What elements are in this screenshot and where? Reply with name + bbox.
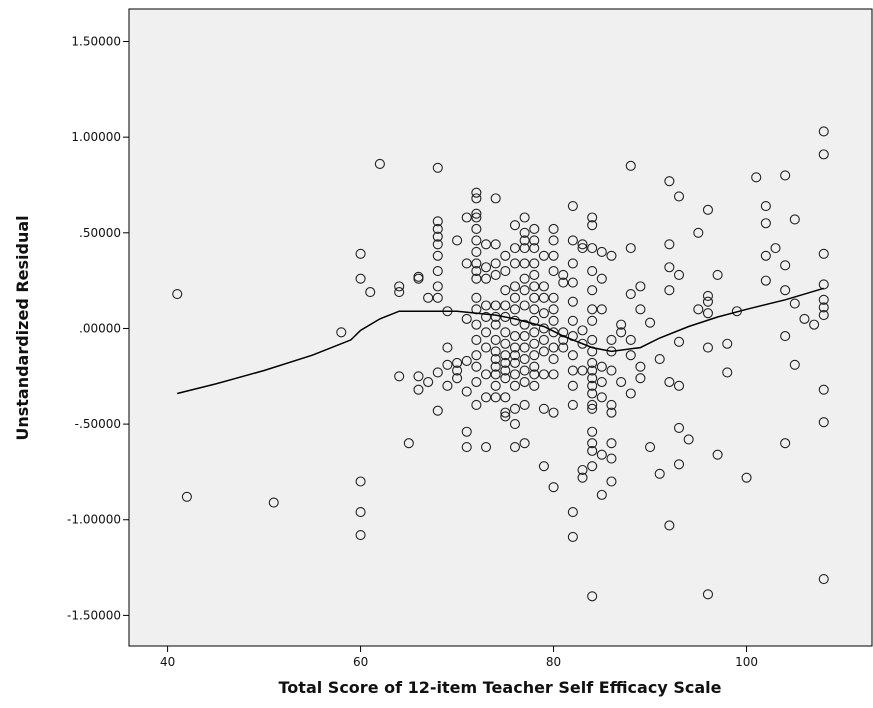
x-tick-label: 60 bbox=[353, 655, 368, 669]
y-tick-label: 1.00000 bbox=[71, 130, 121, 144]
y-tick-label: -1.50000 bbox=[67, 608, 121, 622]
x-axis-title: Total Score of 12-item Teacher Self Effi… bbox=[279, 678, 722, 697]
y-axis: 1.50000 1.00000 .50000 .00000 -.50000 -1.0000… bbox=[67, 35, 129, 623]
y-tick-label: -.50000 bbox=[75, 417, 121, 431]
x-axis: 40 60 80 100 bbox=[160, 646, 758, 669]
x-tick-label: 100 bbox=[735, 655, 758, 669]
x-tick-label: 80 bbox=[546, 655, 561, 669]
y-tick-label: 1.50000 bbox=[71, 35, 121, 49]
x-tick-label: 40 bbox=[160, 655, 175, 669]
y-axis-title: Unstandardized Residual bbox=[13, 215, 32, 440]
y-tick-label: .00000 bbox=[79, 321, 121, 335]
y-tick-label: -1.00000 bbox=[67, 513, 121, 527]
y-tick-label: .50000 bbox=[79, 226, 121, 240]
plot-area bbox=[129, 9, 872, 646]
